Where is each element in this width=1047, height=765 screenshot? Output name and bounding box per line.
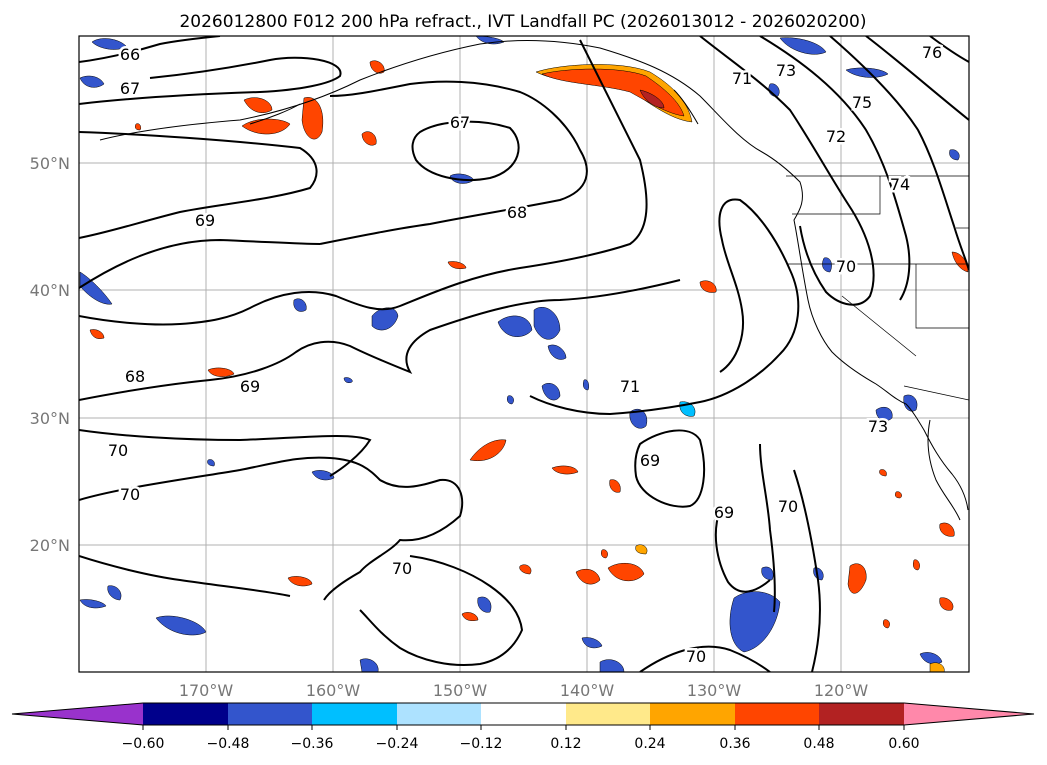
map-panel[interactable]: 66 67 67 69 68 68 69 70 70 70 71 69 69 7… (78, 35, 970, 673)
contour-label: 67 (120, 79, 140, 98)
colorbar-over-arrow (904, 703, 1034, 725)
contour-label: 70 (778, 497, 798, 516)
contour-label: 70 (392, 559, 412, 578)
colorbar-tick-labels: −0.60 −0.48 −0.36 −0.24 −0.12 0.12 0.24 … (122, 736, 920, 752)
contour-label: 70 (686, 647, 706, 666)
colorbar-tick-label: 0.24 (634, 736, 665, 752)
coastline (99, 40, 969, 521)
contour-label: 68 (507, 203, 527, 222)
lon-label: 130°W (687, 681, 742, 700)
lat-label: 30°N (30, 409, 70, 428)
contour-label: 66 (120, 45, 140, 64)
colorbar-tick-label: −0.12 (460, 736, 503, 752)
lon-label: 140°W (560, 681, 615, 700)
contour-label: 67 (450, 113, 470, 132)
contour-label: 76 (922, 43, 942, 62)
contour-label: 72 (826, 127, 846, 146)
contour-label: 71 (620, 377, 640, 396)
colorbar-swatch (481, 703, 566, 725)
contour-label: 71 (732, 69, 752, 88)
contour-label: 69 (240, 377, 260, 396)
positive-anomaly-fill (89, 60, 969, 672)
gridlines (79, 36, 969, 672)
lat-label: 50°N (30, 154, 70, 173)
colorbar-swatch (735, 703, 819, 725)
contour-label: 74 (890, 175, 910, 194)
colorbar-swatch (397, 703, 481, 725)
latitude-labels: 50°N 40°N 30°N 20°N (30, 154, 70, 555)
colorbar-swatch (143, 703, 228, 725)
contour-label: 69 (195, 211, 215, 230)
refractivity-contours (79, 36, 969, 672)
lat-label: 20°N (30, 536, 70, 555)
contour-label: 73 (868, 417, 888, 436)
colorbar-tick-marks (142, 725, 905, 730)
longitude-labels: 170°W 160°W 150°W 140°W 130°W 120°W (179, 681, 869, 700)
colorbar-swatch (566, 703, 650, 725)
contour-label: 75 (852, 93, 872, 112)
colorbar-swatch (312, 703, 397, 725)
colorbar-under-arrow (12, 703, 143, 725)
colorbar-swatch (650, 703, 735, 725)
colorbar: −0.60 −0.48 −0.36 −0.24 −0.12 0.12 0.24 … (11, 702, 1035, 752)
lon-label: 120°W (814, 681, 869, 700)
colorbar-tick-label: −0.60 (122, 736, 165, 752)
colorbar-tick-label: −0.24 (376, 736, 419, 752)
contour-label: 69 (714, 503, 734, 522)
colorbar-tick-label: 0.48 (803, 736, 834, 752)
lat-label: 40°N (30, 281, 70, 300)
contour-label: 68 (125, 367, 145, 386)
colorbar-tick-label: −0.48 (207, 736, 250, 752)
lon-label: 150°W (433, 681, 488, 700)
contour-labels: 66 67 67 69 68 68 69 70 70 70 71 69 69 7… (105, 41, 944, 669)
map-title: 2026012800 F012 200 hPa refract., IVT La… (179, 12, 866, 32)
colorbar-swatch (228, 703, 312, 725)
lon-label: 170°W (179, 681, 234, 700)
map-border (78, 35, 970, 673)
contour-label: 70 (836, 257, 856, 276)
colorbar-tick-label: 0.36 (719, 736, 750, 752)
state-borders (786, 175, 969, 401)
negative-anomaly-fill (79, 36, 960, 672)
colorbar-tick-label: 0.60 (888, 736, 919, 752)
contour-label: 70 (120, 485, 140, 504)
contour-label: 70 (108, 441, 128, 460)
contour-label: 73 (776, 61, 796, 80)
colorbar-tick-label: −0.36 (291, 736, 334, 752)
colorbar-swatch (819, 703, 904, 725)
lon-label: 160°W (306, 681, 361, 700)
contour-label: 69 (640, 451, 660, 470)
colorbar-tick-label: 0.12 (550, 736, 581, 752)
